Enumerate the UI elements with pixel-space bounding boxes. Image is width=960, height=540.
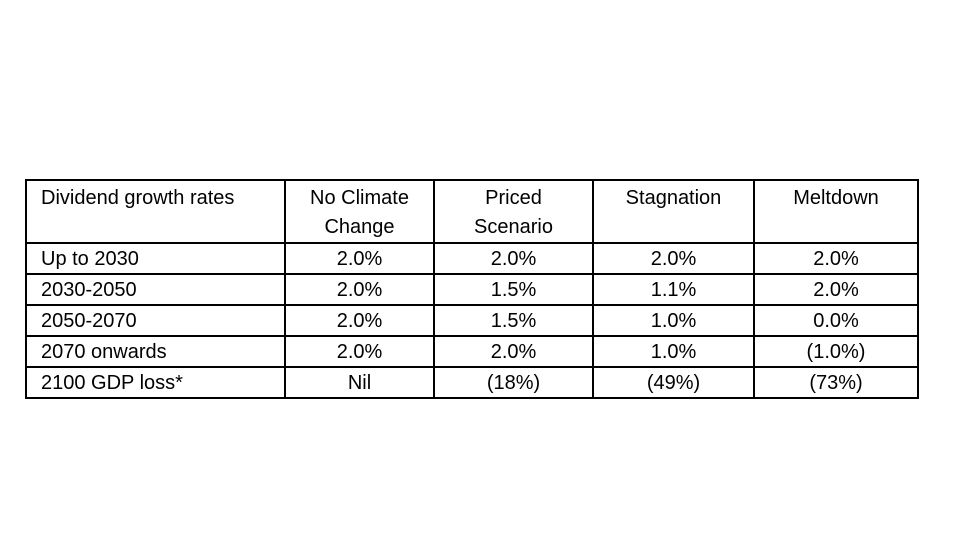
col-header-no-climate-change: No Climate Change [284, 179, 435, 244]
cell-meltdown: 2.0% [753, 273, 919, 306]
cell-meltdown: (73%) [753, 366, 919, 399]
col-header-stagnation: Stagnation [592, 179, 755, 244]
dividend-growth-rates-table-wrap: Dividend growth rates No Climate Change … [25, 179, 919, 399]
header-row: Dividend growth rates No Climate Change … [25, 179, 919, 244]
table-row-2070-onwards: 2070 onwards 2.0% 2.0% 1.0% (1.0%) [25, 335, 919, 368]
row-label: 2070 onwards [25, 335, 286, 368]
table-row-2030-2050: 2030-2050 2.0% 1.5% 1.1% 2.0% [25, 273, 919, 306]
col-header-meltdown: Meltdown [753, 179, 919, 244]
cell-no-climate-change: 2.0% [284, 335, 435, 368]
row-label: 2050-2070 [25, 304, 286, 337]
row-label: 2030-2050 [25, 273, 286, 306]
dividend-growth-rates-table: Dividend growth rates No Climate Change … [25, 179, 919, 399]
cell-priced-scenario: 2.0% [433, 242, 594, 275]
cell-no-climate-change: 2.0% [284, 273, 435, 306]
col-header-dividend-growth-rates: Dividend growth rates [25, 179, 286, 244]
table-row-2050-2070: 2050-2070 2.0% 1.5% 1.0% 0.0% [25, 304, 919, 337]
cell-priced-scenario: 1.5% [433, 304, 594, 337]
row-label: 2100 GDP loss* [25, 366, 286, 399]
col-header-priced-scenario: Priced Scenario [433, 179, 594, 244]
cell-stagnation: 1.1% [592, 273, 755, 306]
cell-no-climate-change: 2.0% [284, 304, 435, 337]
cell-stagnation: 2.0% [592, 242, 755, 275]
cell-stagnation: 1.0% [592, 304, 755, 337]
cell-no-climate-change: 2.0% [284, 242, 435, 275]
cell-priced-scenario: 1.5% [433, 273, 594, 306]
table-row-2100-gdp-loss: 2100 GDP loss* Nil (18%) (49%) (73%) [25, 366, 919, 399]
row-label: Up to 2030 [25, 242, 286, 275]
cell-priced-scenario: (18%) [433, 366, 594, 399]
cell-stagnation: 1.0% [592, 335, 755, 368]
cell-priced-scenario: 2.0% [433, 335, 594, 368]
cell-meltdown: (1.0%) [753, 335, 919, 368]
cell-no-climate-change: Nil [284, 366, 435, 399]
cell-meltdown: 2.0% [753, 242, 919, 275]
cell-meltdown: 0.0% [753, 304, 919, 337]
table-row-up-to-2030: Up to 2030 2.0% 2.0% 2.0% 2.0% [25, 242, 919, 275]
cell-stagnation: (49%) [592, 366, 755, 399]
